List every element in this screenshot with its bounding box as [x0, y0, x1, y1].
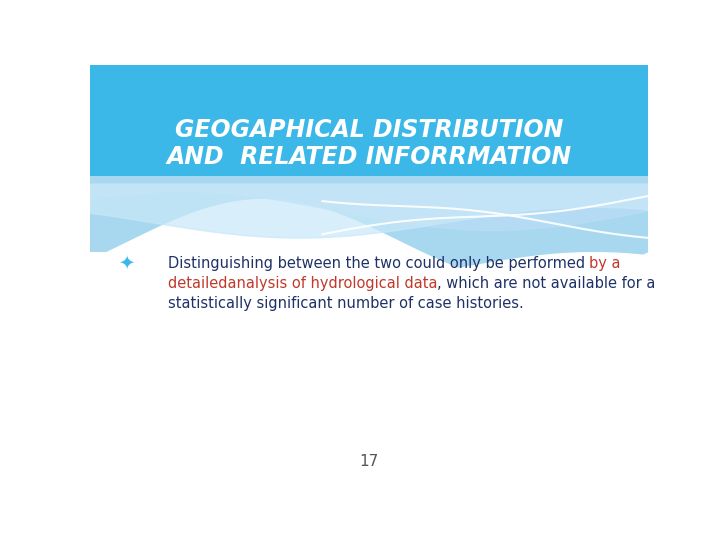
Text: statistically significant number of case histories.: statistically significant number of case…: [168, 296, 523, 311]
Bar: [90, 65, 648, 184]
Polygon shape: [90, 184, 648, 238]
Polygon shape: [90, 200, 648, 311]
Text: by a: by a: [589, 256, 621, 271]
Text: Distinguishing between the two could only be performed: Distinguishing between the two could onl…: [168, 256, 589, 271]
Text: GEOGAPHICAL DISTRIBUTION: GEOGAPHICAL DISTRIBUTION: [175, 118, 563, 142]
Bar: [90, 288, 648, 481]
Text: AND  RELATED INFORRMATION: AND RELATED INFORRMATION: [166, 145, 572, 169]
Text: , which are not available for a: , which are not available for a: [437, 276, 655, 291]
Text: detailedanalysis of hydrological data: detailedanalysis of hydrological data: [168, 276, 437, 291]
Bar: [90, 177, 648, 311]
Text: ✦: ✦: [118, 253, 135, 273]
Text: 17: 17: [359, 454, 379, 469]
Polygon shape: [90, 253, 648, 311]
Polygon shape: [90, 184, 648, 231]
